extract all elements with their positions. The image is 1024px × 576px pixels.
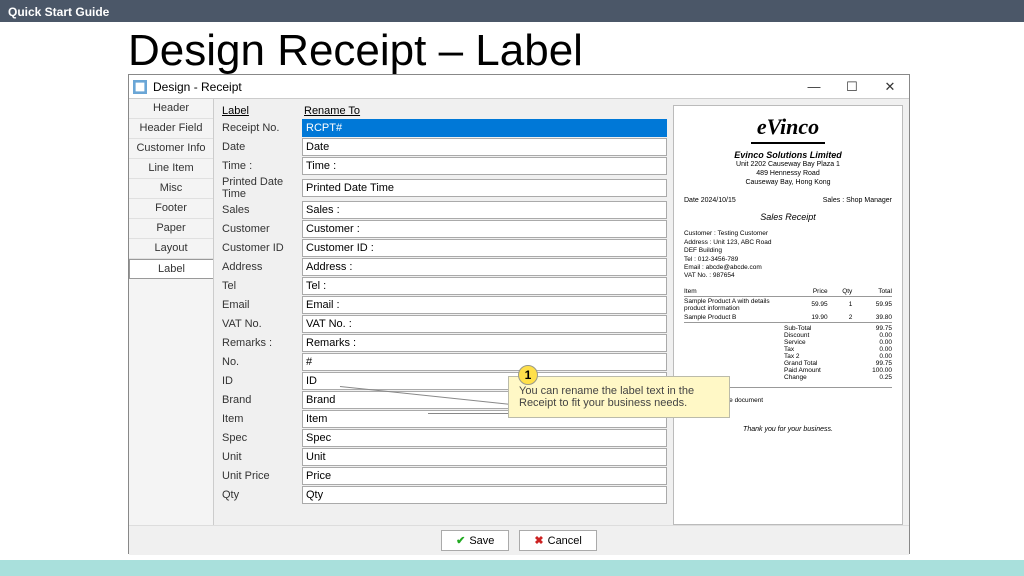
form-row: Qty: [220, 486, 667, 504]
form-row: Spec: [220, 429, 667, 447]
close-button[interactable]: ✕: [875, 77, 905, 97]
settings-sidebar: HeaderHeader FieldCustomer InfoLine Item…: [129, 99, 214, 525]
form-row: VAT No.: [220, 315, 667, 333]
form-row: Unit Price: [220, 467, 667, 485]
preview-sales: Sales : Shop Manager: [823, 197, 892, 204]
sidebar-item-label[interactable]: Label: [129, 259, 213, 279]
rename-input[interactable]: [302, 201, 667, 219]
preview-logo: eVinco: [684, 114, 892, 144]
field-label: Sales: [220, 204, 302, 216]
rename-input[interactable]: [302, 448, 667, 466]
field-label: VAT No.: [220, 318, 302, 330]
form-row: Tel: [220, 277, 667, 295]
maximize-button[interactable]: ☐: [837, 77, 867, 97]
form-row: Remarks :: [220, 334, 667, 352]
rename-input[interactable]: [302, 486, 667, 504]
footer-strip: [0, 560, 1024, 576]
sidebar-item-header-field[interactable]: Header Field: [129, 119, 213, 139]
sidebar-item-layout[interactable]: Layout: [129, 239, 213, 259]
receipt-preview: eVinco Evinco Solutions Limited Unit 220…: [673, 105, 903, 525]
form-row: Sales: [220, 201, 667, 219]
field-label: Customer ID: [220, 242, 302, 254]
minimize-button[interactable]: —: [799, 77, 829, 97]
cancel-button[interactable]: ✖Cancel: [519, 530, 596, 551]
field-label: ID: [220, 375, 302, 387]
design-receipt-window: Design - Receipt — ☐ ✕ HeaderHeader Fiel…: [128, 74, 910, 554]
cross-icon: ✖: [534, 534, 543, 547]
rename-input[interactable]: [302, 179, 667, 197]
form-row: Customer ID: [220, 239, 667, 257]
rename-input[interactable]: [302, 239, 667, 257]
field-label: Spec: [220, 432, 302, 444]
sidebar-item-customer-info[interactable]: Customer Info: [129, 139, 213, 159]
column-header-label: Label: [220, 105, 302, 117]
callout-connector: [428, 413, 510, 414]
form-row: Unit: [220, 448, 667, 466]
preview-thanks: Thank you for your business.: [684, 426, 892, 433]
rename-input[interactable]: [302, 296, 667, 314]
form-row: Email: [220, 296, 667, 314]
help-callout: You can rename the label text in the Rec…: [508, 376, 730, 418]
dialog-button-bar: ✔Save ✖Cancel: [129, 525, 909, 555]
label-form: Label Rename To Receipt No. Date Time : Pri…: [220, 105, 667, 525]
page-heading: Design Receipt – Label: [128, 26, 1024, 76]
column-header-rename: Rename To: [302, 105, 360, 117]
rename-input[interactable]: [302, 138, 667, 156]
form-row: Time :: [220, 157, 667, 175]
rename-input[interactable]: [302, 157, 667, 175]
form-row: Customer: [220, 220, 667, 238]
preview-company: Evinco Solutions Limited: [684, 150, 892, 160]
preview-totals: Sub-Total99.75Discount0.00Service0.00Tax…: [684, 325, 892, 381]
sidebar-item-footer[interactable]: Footer: [129, 199, 213, 219]
form-row: Date: [220, 138, 667, 156]
field-label: Unit Price: [220, 470, 302, 482]
field-label: Printed Date Time: [220, 176, 302, 200]
rename-input[interactable]: [302, 467, 667, 485]
field-label: Time :: [220, 160, 302, 172]
preview-address: Unit 2202 Causeway Bay Plaza 1489 Hennes…: [684, 160, 892, 187]
rename-input[interactable]: [302, 277, 667, 295]
preview-items-table: ItemPriceQtyTotalSample Product A with d…: [684, 287, 892, 323]
field-label: Customer: [220, 223, 302, 235]
rename-input[interactable]: [302, 429, 667, 447]
field-label: Address: [220, 261, 302, 273]
field-label: No.: [220, 356, 302, 368]
sidebar-item-misc[interactable]: Misc: [129, 179, 213, 199]
form-row: No.: [220, 353, 667, 371]
form-row: Printed Date Time: [220, 176, 667, 200]
save-button[interactable]: ✔Save: [441, 530, 509, 551]
field-label: Brand: [220, 394, 302, 406]
rename-input[interactable]: [302, 258, 667, 276]
preview-date: Date 2024/10/15: [684, 197, 736, 204]
field-label: Item: [220, 413, 302, 425]
form-row: Address: [220, 258, 667, 276]
field-label: Qty: [220, 489, 302, 501]
sidebar-item-paper[interactable]: Paper: [129, 219, 213, 239]
guide-title: Quick Start Guide: [8, 5, 109, 19]
field-label: Date: [220, 141, 302, 153]
window-titlebar: Design - Receipt — ☐ ✕: [129, 75, 909, 99]
field-label: Unit: [220, 451, 302, 463]
preview-doc-title: Sales Receipt: [684, 212, 892, 222]
callout-number-badge: 1: [518, 365, 538, 385]
sidebar-item-header[interactable]: Header: [129, 99, 213, 119]
rename-input[interactable]: [302, 315, 667, 333]
form-row: Receipt No.: [220, 119, 667, 137]
field-label: Email: [220, 299, 302, 311]
rename-input[interactable]: [302, 220, 667, 238]
field-label: Tel: [220, 280, 302, 292]
guide-topbar: Quick Start Guide: [0, 0, 1024, 22]
rename-input[interactable]: [302, 353, 667, 371]
sidebar-item-line-item[interactable]: Line Item: [129, 159, 213, 179]
rename-input[interactable]: [302, 334, 667, 352]
rename-input[interactable]: [302, 119, 667, 137]
field-label: Remarks :: [220, 337, 302, 349]
preview-customer: Customer : Testing CustomerAddress : Uni…: [684, 230, 892, 281]
window-title: Design - Receipt: [153, 80, 799, 94]
field-label: Receipt No.: [220, 122, 302, 134]
app-icon: [133, 80, 147, 94]
check-icon: ✔: [456, 534, 465, 547]
